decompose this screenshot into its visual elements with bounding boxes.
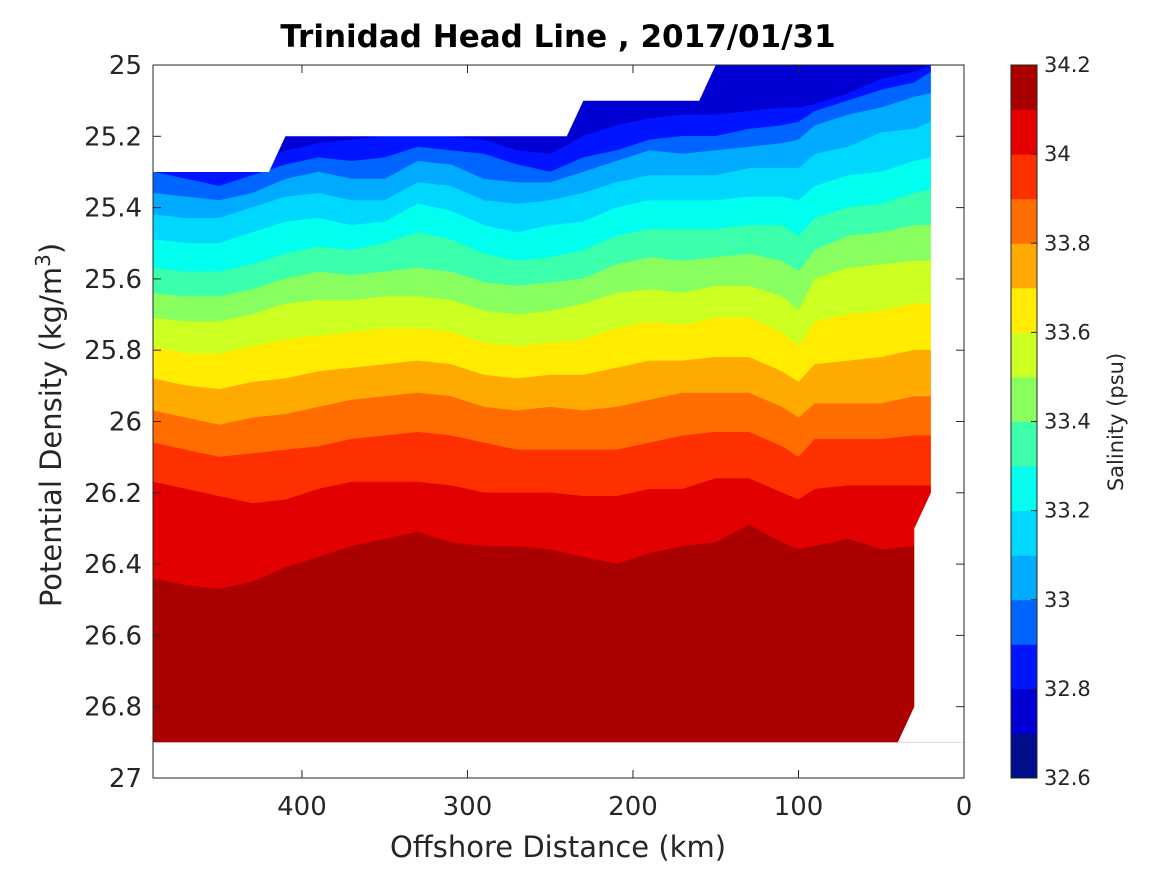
y-tick-label: 25.6 — [84, 265, 142, 295]
y-tick-label: 26.6 — [84, 621, 142, 651]
x-tick-label: 0 — [956, 792, 973, 822]
colorbar-label: Salinity (psu) — [1104, 353, 1128, 491]
colorbar-swatch — [1011, 287, 1037, 333]
colorbar-tick-label: 32.8 — [1044, 677, 1091, 701]
colorbar-swatch — [1011, 555, 1037, 601]
colorbar-swatch — [1011, 644, 1037, 690]
colorbar-swatch — [1011, 599, 1037, 645]
x-axis-label: Offshore Distance (km) — [390, 830, 726, 864]
colorbar-swatch — [1011, 332, 1037, 378]
y-tick-label: 26.8 — [84, 693, 142, 723]
y-tick-label: 27 — [109, 764, 142, 794]
y-tick-label: 26.4 — [84, 550, 142, 580]
contour-layer — [153, 65, 964, 778]
chart-title: Trinidad Head Line , 2017/01/31 — [280, 19, 835, 55]
y-tick-label: 25.4 — [84, 194, 142, 224]
y-tick-label: 25.2 — [84, 122, 142, 152]
mask-top — [153, 65, 931, 172]
y-axis-label: Potential Density (kg/m3) — [31, 243, 68, 607]
x-tick-label: 100 — [774, 792, 824, 822]
colorbar-swatch — [1011, 198, 1037, 244]
colorbar-swatch — [1011, 421, 1037, 467]
x-tick-label: 200 — [608, 792, 658, 822]
y-tick-label: 26.2 — [84, 479, 142, 509]
colorbar-swatch — [1011, 65, 1037, 111]
colorbar-swatch — [1011, 154, 1037, 200]
colorbar-tick-label: 33.6 — [1044, 320, 1091, 344]
colorbar-tick-label: 33.2 — [1044, 499, 1091, 523]
y-tick-label: 25 — [109, 51, 142, 81]
colorbar-swatch — [1011, 376, 1037, 422]
colorbar-tick-label: 34 — [1044, 142, 1071, 166]
colorbar-swatch — [1011, 243, 1037, 289]
colorbar-tick-label: 33 — [1044, 588, 1071, 612]
colorbar-tick-label: 33.4 — [1044, 410, 1091, 434]
x-tick-label: 400 — [277, 792, 327, 822]
colorbar-swatch — [1011, 466, 1037, 512]
x-tick-label: 300 — [443, 792, 493, 822]
colorbar: 32.6 32.8 33 33.2 33.4 33.6 33.8 34 34.2 — [1010, 53, 1091, 790]
colorbar-swatch — [1011, 510, 1037, 556]
colorbar-swatch — [1011, 688, 1037, 734]
y-axis: 25 25.2 25.4 25.6 25.8 26 26.2 26.4 26.6 26.8 27 — [84, 51, 964, 794]
x-axis: 400 300 200 100 0 — [277, 65, 972, 822]
colorbar-swatch — [1011, 733, 1037, 779]
colorbar-tick-label: 34.2 — [1044, 53, 1091, 77]
colorbar-tick-label: 32.6 — [1044, 766, 1091, 790]
colorbar-swatch — [1011, 109, 1037, 155]
mask-right — [897, 65, 964, 743]
colorbar-tick-label: 33.8 — [1044, 231, 1091, 255]
y-tick-label: 26 — [109, 408, 142, 438]
y-tick-label: 25.8 — [84, 336, 142, 366]
mask-bottom — [153, 742, 964, 778]
